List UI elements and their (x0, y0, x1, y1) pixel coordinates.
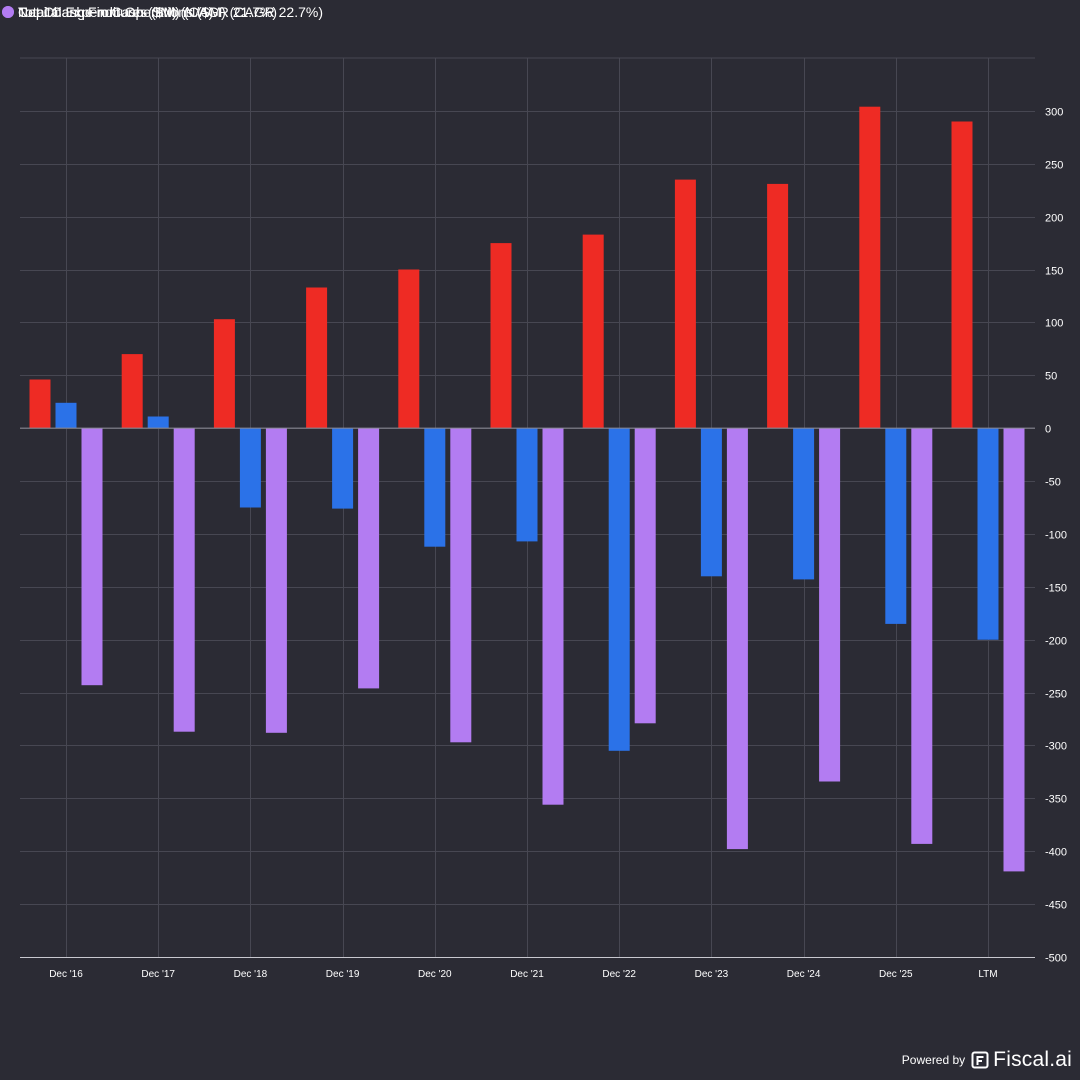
y-tick-label: -400 (1045, 847, 1067, 859)
bar-operations (490, 243, 512, 429)
y-tick-label: -150 (1045, 583, 1067, 595)
bar-net-change (239, 428, 261, 508)
legend-swatch (2, 6, 14, 18)
fiscal-ai-logo-icon (971, 1051, 989, 1069)
footer-attribution: Powered by Fiscal.ai (902, 1048, 1072, 1072)
y-tick-label: -500 (1045, 953, 1067, 965)
y-tick-label: -200 (1045, 636, 1067, 648)
bar-net-change (424, 428, 446, 547)
bar-operations (582, 234, 604, 429)
bar-capex (81, 428, 103, 686)
bar-net-change (55, 402, 77, 429)
bar-net-change (516, 428, 538, 542)
x-tick-label: Dec '24 (787, 969, 821, 980)
bar-net-change (793, 428, 815, 580)
y-tick-label: -100 (1045, 530, 1067, 542)
x-tick-label: Dec '19 (326, 969, 360, 980)
bar-operations (121, 354, 143, 429)
bar-net-change (700, 428, 722, 577)
x-tick-label: Dec '21 (510, 969, 544, 980)
bar-capex (1003, 428, 1025, 872)
bar-operations (767, 183, 789, 429)
bar-capex (726, 428, 748, 850)
chart-legend: Total Cash From Operations ($M) (CAGR 22… (0, 0, 1080, 26)
bar-operations (859, 106, 881, 429)
x-tick-label: Dec '17 (141, 969, 175, 980)
y-tick-label: -300 (1045, 741, 1067, 753)
x-tick-label: Dec '18 (234, 969, 268, 980)
bar-operations (29, 379, 51, 429)
legend-entry[interactable]: Capital Expenditures ($M) (CAGR 21.7%) (2, 3, 277, 21)
bar-capex (173, 428, 195, 732)
x-tick-label: Dec '16 (49, 969, 83, 980)
bar-net-change (608, 428, 630, 751)
legend-label: Total Cash From Operations ($M) (CAGR 22… (18, 4, 323, 20)
bar-capex (634, 428, 656, 724)
bar-net-change (977, 428, 999, 640)
bar-capex (358, 428, 380, 689)
x-tick-label: Dec '25 (879, 969, 913, 980)
x-tick-label: Dec '22 (602, 969, 636, 980)
bar-net-change (147, 416, 169, 429)
y-tick-label: -450 (1045, 900, 1067, 912)
y-tick-label: -350 (1045, 794, 1067, 806)
y-tick-label: -250 (1045, 689, 1067, 701)
bar-capex (911, 428, 933, 844)
bar-operations (674, 179, 696, 429)
y-tick-label: -50 (1045, 477, 1061, 489)
bar-operations (306, 287, 328, 429)
bar-capex (819, 428, 841, 782)
y-tick-label: 50 (1045, 371, 1057, 383)
y-tick-label: 250 (1045, 160, 1063, 172)
x-tick-label: Dec '23 (695, 969, 729, 980)
y-tick-label: 300 (1045, 107, 1063, 119)
y-tick-label: 200 (1045, 213, 1063, 225)
bar-operations (951, 121, 973, 429)
bar-capex (450, 428, 472, 743)
y-tick-label: 150 (1045, 266, 1063, 278)
legend-label: Net Change in Cash ($M) (N/A) (18, 4, 214, 20)
y-tick-label: 0 (1045, 424, 1051, 436)
bar-net-change (332, 428, 354, 509)
bar-operations (398, 269, 420, 429)
bar-capex (265, 428, 287, 733)
x-tick-label: Dec '20 (418, 969, 452, 980)
bar-net-change (885, 428, 907, 624)
bar-capex (542, 428, 564, 805)
legend-label: Capital Expenditures ($M) (CAGR 21.7%) (18, 4, 278, 20)
powered-by-label: Powered by (901, 1053, 966, 1067)
x-tick-label: LTM (978, 969, 997, 980)
y-tick-label: 100 (1045, 318, 1063, 330)
bar-operations (213, 319, 235, 429)
brand-name: Fiscal.ai (993, 1048, 1072, 1071)
